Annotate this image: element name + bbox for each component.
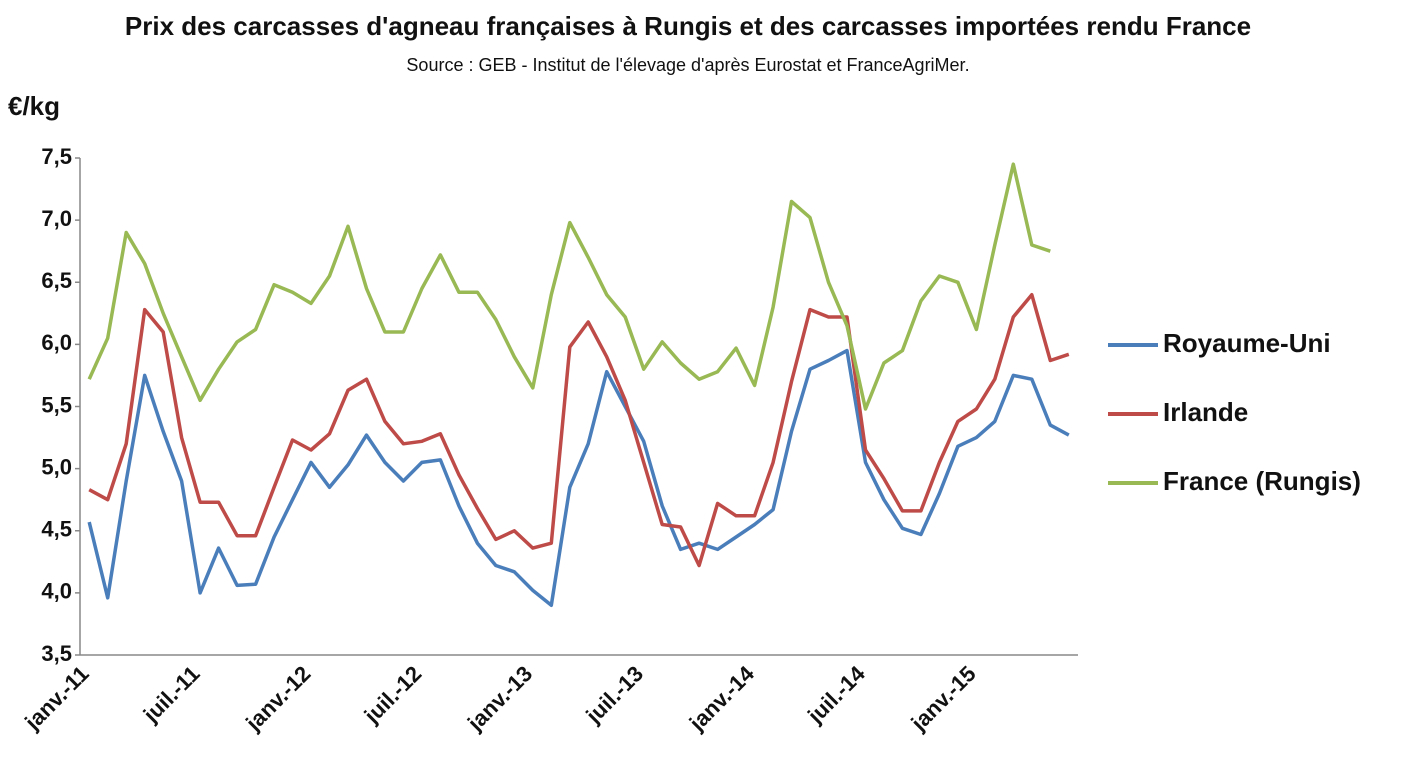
legend-label: Irlande (1163, 397, 1248, 427)
series-line (87, 162, 1051, 411)
x-tick-label: janv.-12 (240, 661, 315, 736)
y-tick-label: 5,5 (41, 392, 72, 417)
y-tick-label: 5,0 (41, 454, 72, 479)
legend-label: France (Rungis) (1163, 466, 1361, 496)
chart-title: Prix des carcasses d'agneau françaises à… (125, 11, 1251, 41)
series-line (88, 292, 1070, 568)
y-tick-label: 7,0 (41, 206, 72, 231)
x-tick-label: juil.-13 (580, 661, 648, 729)
y-tick-label: 7,5 (41, 144, 72, 169)
y-tick-label: 4,5 (41, 517, 72, 542)
legend-label: Royaume-Uni (1163, 328, 1331, 358)
series-line (87, 348, 1070, 608)
x-tick-label: janv.-14 (684, 660, 760, 736)
x-tick-label: janv.-11 (19, 661, 93, 735)
x-tick-label: janv.-13 (462, 661, 537, 736)
x-tick-label: juil.-12 (359, 661, 427, 729)
y-axis-label: €/kg (8, 91, 60, 121)
x-tick-label: janv.-15 (906, 661, 981, 736)
y-tick-label: 3,5 (41, 641, 72, 666)
x-tick-label: juil.-14 (802, 660, 870, 728)
x-tick-label: juil.-11 (138, 661, 205, 728)
y-tick-label: 4,0 (41, 579, 72, 604)
y-tick-label: 6,0 (41, 330, 72, 355)
chart-subtitle: Source : GEB - Institut de l'élevage d'a… (406, 55, 969, 75)
y-tick-label: 6,5 (41, 268, 72, 293)
